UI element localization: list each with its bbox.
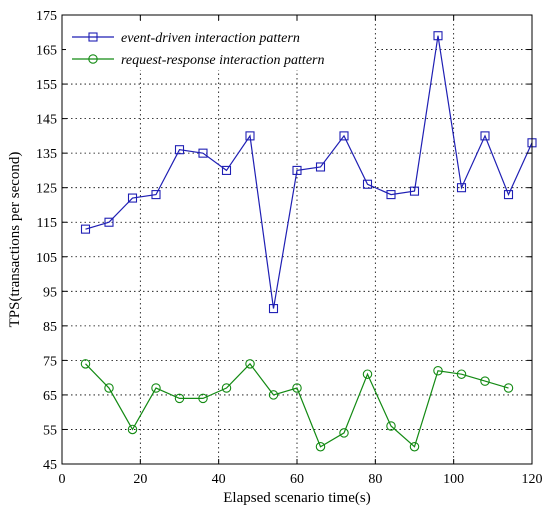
x-tick-label: 80 [368,472,382,487]
y-tick-label: 85 [43,320,57,335]
data-point-square [433,31,443,41]
data-point-square [268,304,279,314]
series-event-driven [80,31,537,314]
series-request-response [80,359,514,452]
data-point-square [80,224,91,234]
y-tick-label: 115 [37,216,57,231]
y-tick-label: 155 [36,78,57,93]
data-point-square [151,190,161,200]
data-point-square [480,131,490,141]
y-tick-label: 105 [36,251,57,266]
data-point-circle [127,424,138,435]
x-tick-label: 100 [443,472,464,487]
y-tick-label: 145 [36,113,57,128]
data-point-square [456,183,467,193]
data-point-circle [386,421,396,431]
data-point-circle [268,390,279,400]
data-point-square [339,131,349,141]
grid-lines [62,15,532,464]
data-point-circle [503,383,514,393]
data-point-square [221,165,232,175]
legend-marker-square [88,32,98,42]
data-point-circle [174,393,185,404]
x-tick-label: 40 [212,472,226,487]
series-line [85,362,509,448]
y-axis-title: TPS(transactions per second) [7,152,23,328]
data-point-square [386,190,396,200]
legend-label-request-response: request-response interaction pattern [121,53,325,68]
x-tick-label: 20 [133,472,147,487]
data-point-square [198,148,208,158]
data-point-square [292,165,302,175]
y-tick-label: 125 [36,182,57,197]
data-point-circle [221,383,232,393]
y-tick-label: 45 [43,458,57,473]
data-point-circle [339,428,349,438]
data-point-circle [198,393,208,404]
data-point-circle [315,441,326,452]
legend-marker-circle [88,54,98,64]
x-tick-label: 60 [290,472,304,487]
data-point-circle [433,365,443,376]
y-tick-label: 95 [43,285,57,300]
legend-box [66,24,374,70]
legend-label-event-driven: event-driven interaction pattern [121,31,300,46]
y-tick-label: 175 [36,9,57,24]
data-point-circle [480,376,490,386]
series-line [85,35,533,309]
data-point-square [503,190,514,200]
series-layer [80,31,537,452]
data-point-circle [362,369,373,379]
y-tick-label: 55 [43,423,57,438]
data-point-circle [151,383,161,393]
data-point-square [409,186,420,196]
axis-ticks: 0 20 40 60 80 100 120 45 55 65 75 85 95 105 115 125 135 1… [36,9,543,487]
data-point-circle [292,383,302,393]
data-point-square [315,162,326,172]
y-tick-label: 135 [36,147,57,162]
legend-item-request-response: request-response interaction pattern [72,53,325,68]
y-tick-label: 165 [36,44,57,59]
data-point-circle [104,383,114,393]
data-point-square [245,131,255,141]
data-point-square [362,179,373,189]
x-axis-title: Elapsed scenario time(s) [223,490,370,506]
legend: event-driven interaction pattern request… [66,24,374,70]
x-tick-label: 0 [59,472,66,487]
y-tick-label: 75 [43,354,57,369]
y-tick-label: 65 [43,389,57,404]
data-point-square [127,193,138,203]
data-point-circle [409,441,420,452]
data-point-circle [80,359,91,369]
data-point-square [174,145,185,155]
x-tick-label: 120 [522,472,543,487]
data-point-circle [456,369,467,379]
data-point-square [104,217,114,227]
legend-item-event-driven: event-driven interaction pattern [72,31,300,46]
data-point-circle [245,359,255,369]
